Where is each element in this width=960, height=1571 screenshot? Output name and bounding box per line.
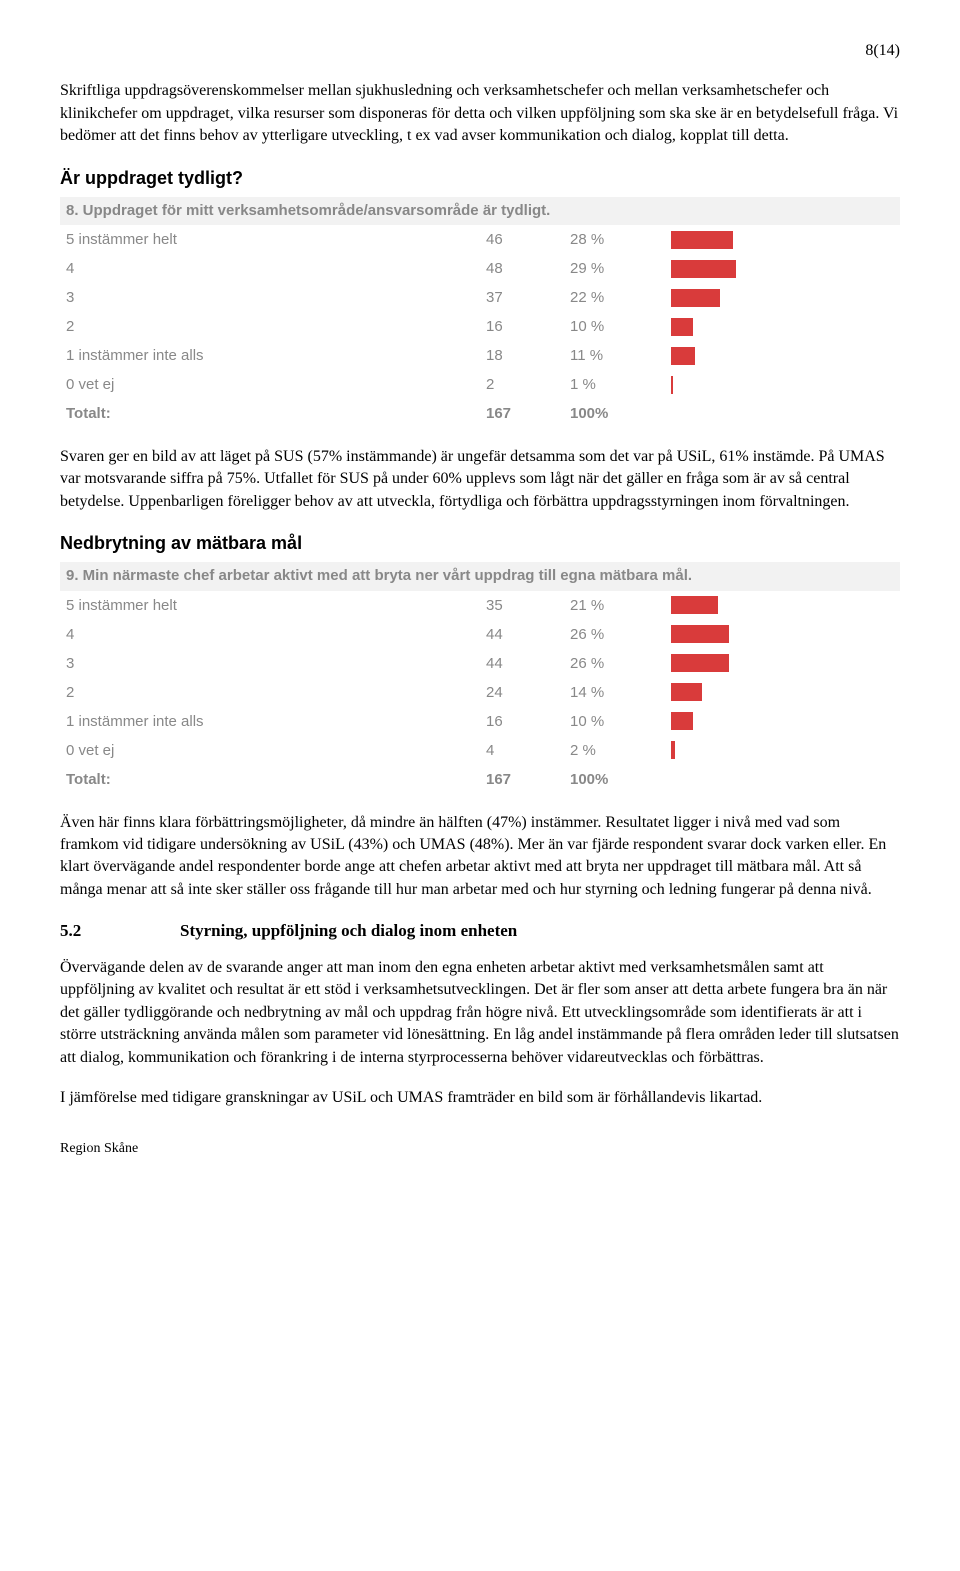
table-row: 0 vet ej21 %: [60, 370, 900, 399]
row-bar-cell: [665, 283, 900, 312]
row-percent: 29 %: [564, 254, 665, 283]
row-count: 44: [480, 620, 564, 649]
total-percent: 100%: [564, 399, 665, 428]
row-bar-cell: [665, 312, 900, 341]
table-row: 44829 %: [60, 254, 900, 283]
table-row: 34426 %: [60, 649, 900, 678]
total-count: 167: [480, 399, 564, 428]
row-count: 24: [480, 678, 564, 707]
bar: [671, 289, 720, 307]
q9-heading: Nedbrytning av mätbara mål: [60, 531, 900, 556]
row-percent: 21 %: [564, 591, 665, 620]
bar: [671, 712, 693, 730]
q9-question: 9. Min närmaste chef arbetar aktivt med …: [60, 562, 900, 590]
row-label: 2: [60, 678, 480, 707]
row-count: 16: [480, 707, 564, 736]
row-label: 5 instämmer helt: [60, 225, 480, 254]
row-percent: 22 %: [564, 283, 665, 312]
table-row: 5 instämmer helt3521 %: [60, 591, 900, 620]
row-percent: 2 %: [564, 736, 665, 765]
table-total-row: Totalt:167100%: [60, 765, 900, 794]
row-bar-cell: [665, 254, 900, 283]
table-row: 1 instämmer inte alls1610 %: [60, 707, 900, 736]
section-number: 5.2: [60, 919, 180, 943]
total-bar-cell: [665, 765, 900, 794]
bar: [671, 683, 702, 701]
section-heading-row: 5.2 Styrning, uppföljning och dialog ino…: [60, 919, 900, 943]
row-count: 18: [480, 341, 564, 370]
q8-table: 5 instämmer helt4628 %44829 %33722 %2161…: [60, 225, 900, 428]
row-label: 2: [60, 312, 480, 341]
row-label: 1 instämmer inte alls: [60, 707, 480, 736]
row-count: 2: [480, 370, 564, 399]
bar: [671, 318, 693, 336]
row-percent: 11 %: [564, 341, 665, 370]
bar: [671, 654, 729, 672]
bar: [671, 347, 696, 365]
row-label: 4: [60, 620, 480, 649]
table-row: 5 instämmer helt4628 %: [60, 225, 900, 254]
bar: [671, 376, 673, 394]
row-count: 48: [480, 254, 564, 283]
row-bar-cell: [665, 649, 900, 678]
bar: [671, 741, 675, 759]
row-label: 4: [60, 254, 480, 283]
row-bar-cell: [665, 678, 900, 707]
table-row: 33722 %: [60, 283, 900, 312]
total-label: Totalt:: [60, 765, 480, 794]
intro-paragraph: Skriftliga uppdragsöverenskommelser mell…: [60, 80, 900, 147]
row-label: 3: [60, 283, 480, 312]
q8-analysis: Svaren ger en bild av att läget på SUS (…: [60, 446, 900, 513]
q8-question: 8. Uppdraget för mitt verksamhetsområde/…: [60, 197, 900, 225]
row-count: 46: [480, 225, 564, 254]
row-count: 44: [480, 649, 564, 678]
total-count: 167: [480, 765, 564, 794]
table-row: 44426 %: [60, 620, 900, 649]
row-count: 37: [480, 283, 564, 312]
row-label: 0 vet ej: [60, 370, 480, 399]
row-bar-cell: [665, 341, 900, 370]
section-paragraph-1: Övervägande delen av de svarande anger a…: [60, 957, 900, 1069]
section-paragraph-2: I jämförelse med tidigare granskningar a…: [60, 1087, 900, 1109]
row-bar-cell: [665, 591, 900, 620]
row-count: 16: [480, 312, 564, 341]
row-bar-cell: [665, 707, 900, 736]
footer-region: Region Skåne: [60, 1139, 900, 1159]
q8-heading: Är uppdraget tydligt?: [60, 166, 900, 191]
q9-table: 5 instämmer helt3521 %44426 %34426 %2241…: [60, 591, 900, 794]
table-row: 0 vet ej42 %: [60, 736, 900, 765]
row-percent: 26 %: [564, 620, 665, 649]
bar: [671, 625, 729, 643]
row-count: 4: [480, 736, 564, 765]
table-row: 1 instämmer inte alls1811 %: [60, 341, 900, 370]
row-bar-cell: [665, 370, 900, 399]
row-percent: 10 %: [564, 707, 665, 736]
row-percent: 1 %: [564, 370, 665, 399]
bar: [671, 260, 736, 278]
row-percent: 10 %: [564, 312, 665, 341]
row-bar-cell: [665, 736, 900, 765]
row-percent: 14 %: [564, 678, 665, 707]
row-label: 1 instämmer inte alls: [60, 341, 480, 370]
row-percent: 26 %: [564, 649, 665, 678]
row-percent: 28 %: [564, 225, 665, 254]
row-label: 3: [60, 649, 480, 678]
page-number: 8(14): [60, 40, 900, 62]
table-row: 21610 %: [60, 312, 900, 341]
row-label: 0 vet ej: [60, 736, 480, 765]
table-total-row: Totalt:167100%: [60, 399, 900, 428]
row-bar-cell: [665, 225, 900, 254]
row-bar-cell: [665, 620, 900, 649]
q9-analysis: Även här finns klara förbättringsmöjligh…: [60, 812, 900, 902]
bar: [671, 596, 718, 614]
total-bar-cell: [665, 399, 900, 428]
row-count: 35: [480, 591, 564, 620]
total-label: Totalt:: [60, 399, 480, 428]
table-row: 22414 %: [60, 678, 900, 707]
bar: [671, 231, 733, 249]
section-title: Styrning, uppföljning och dialog inom en…: [180, 919, 517, 943]
total-percent: 100%: [564, 765, 665, 794]
row-label: 5 instämmer helt: [60, 591, 480, 620]
